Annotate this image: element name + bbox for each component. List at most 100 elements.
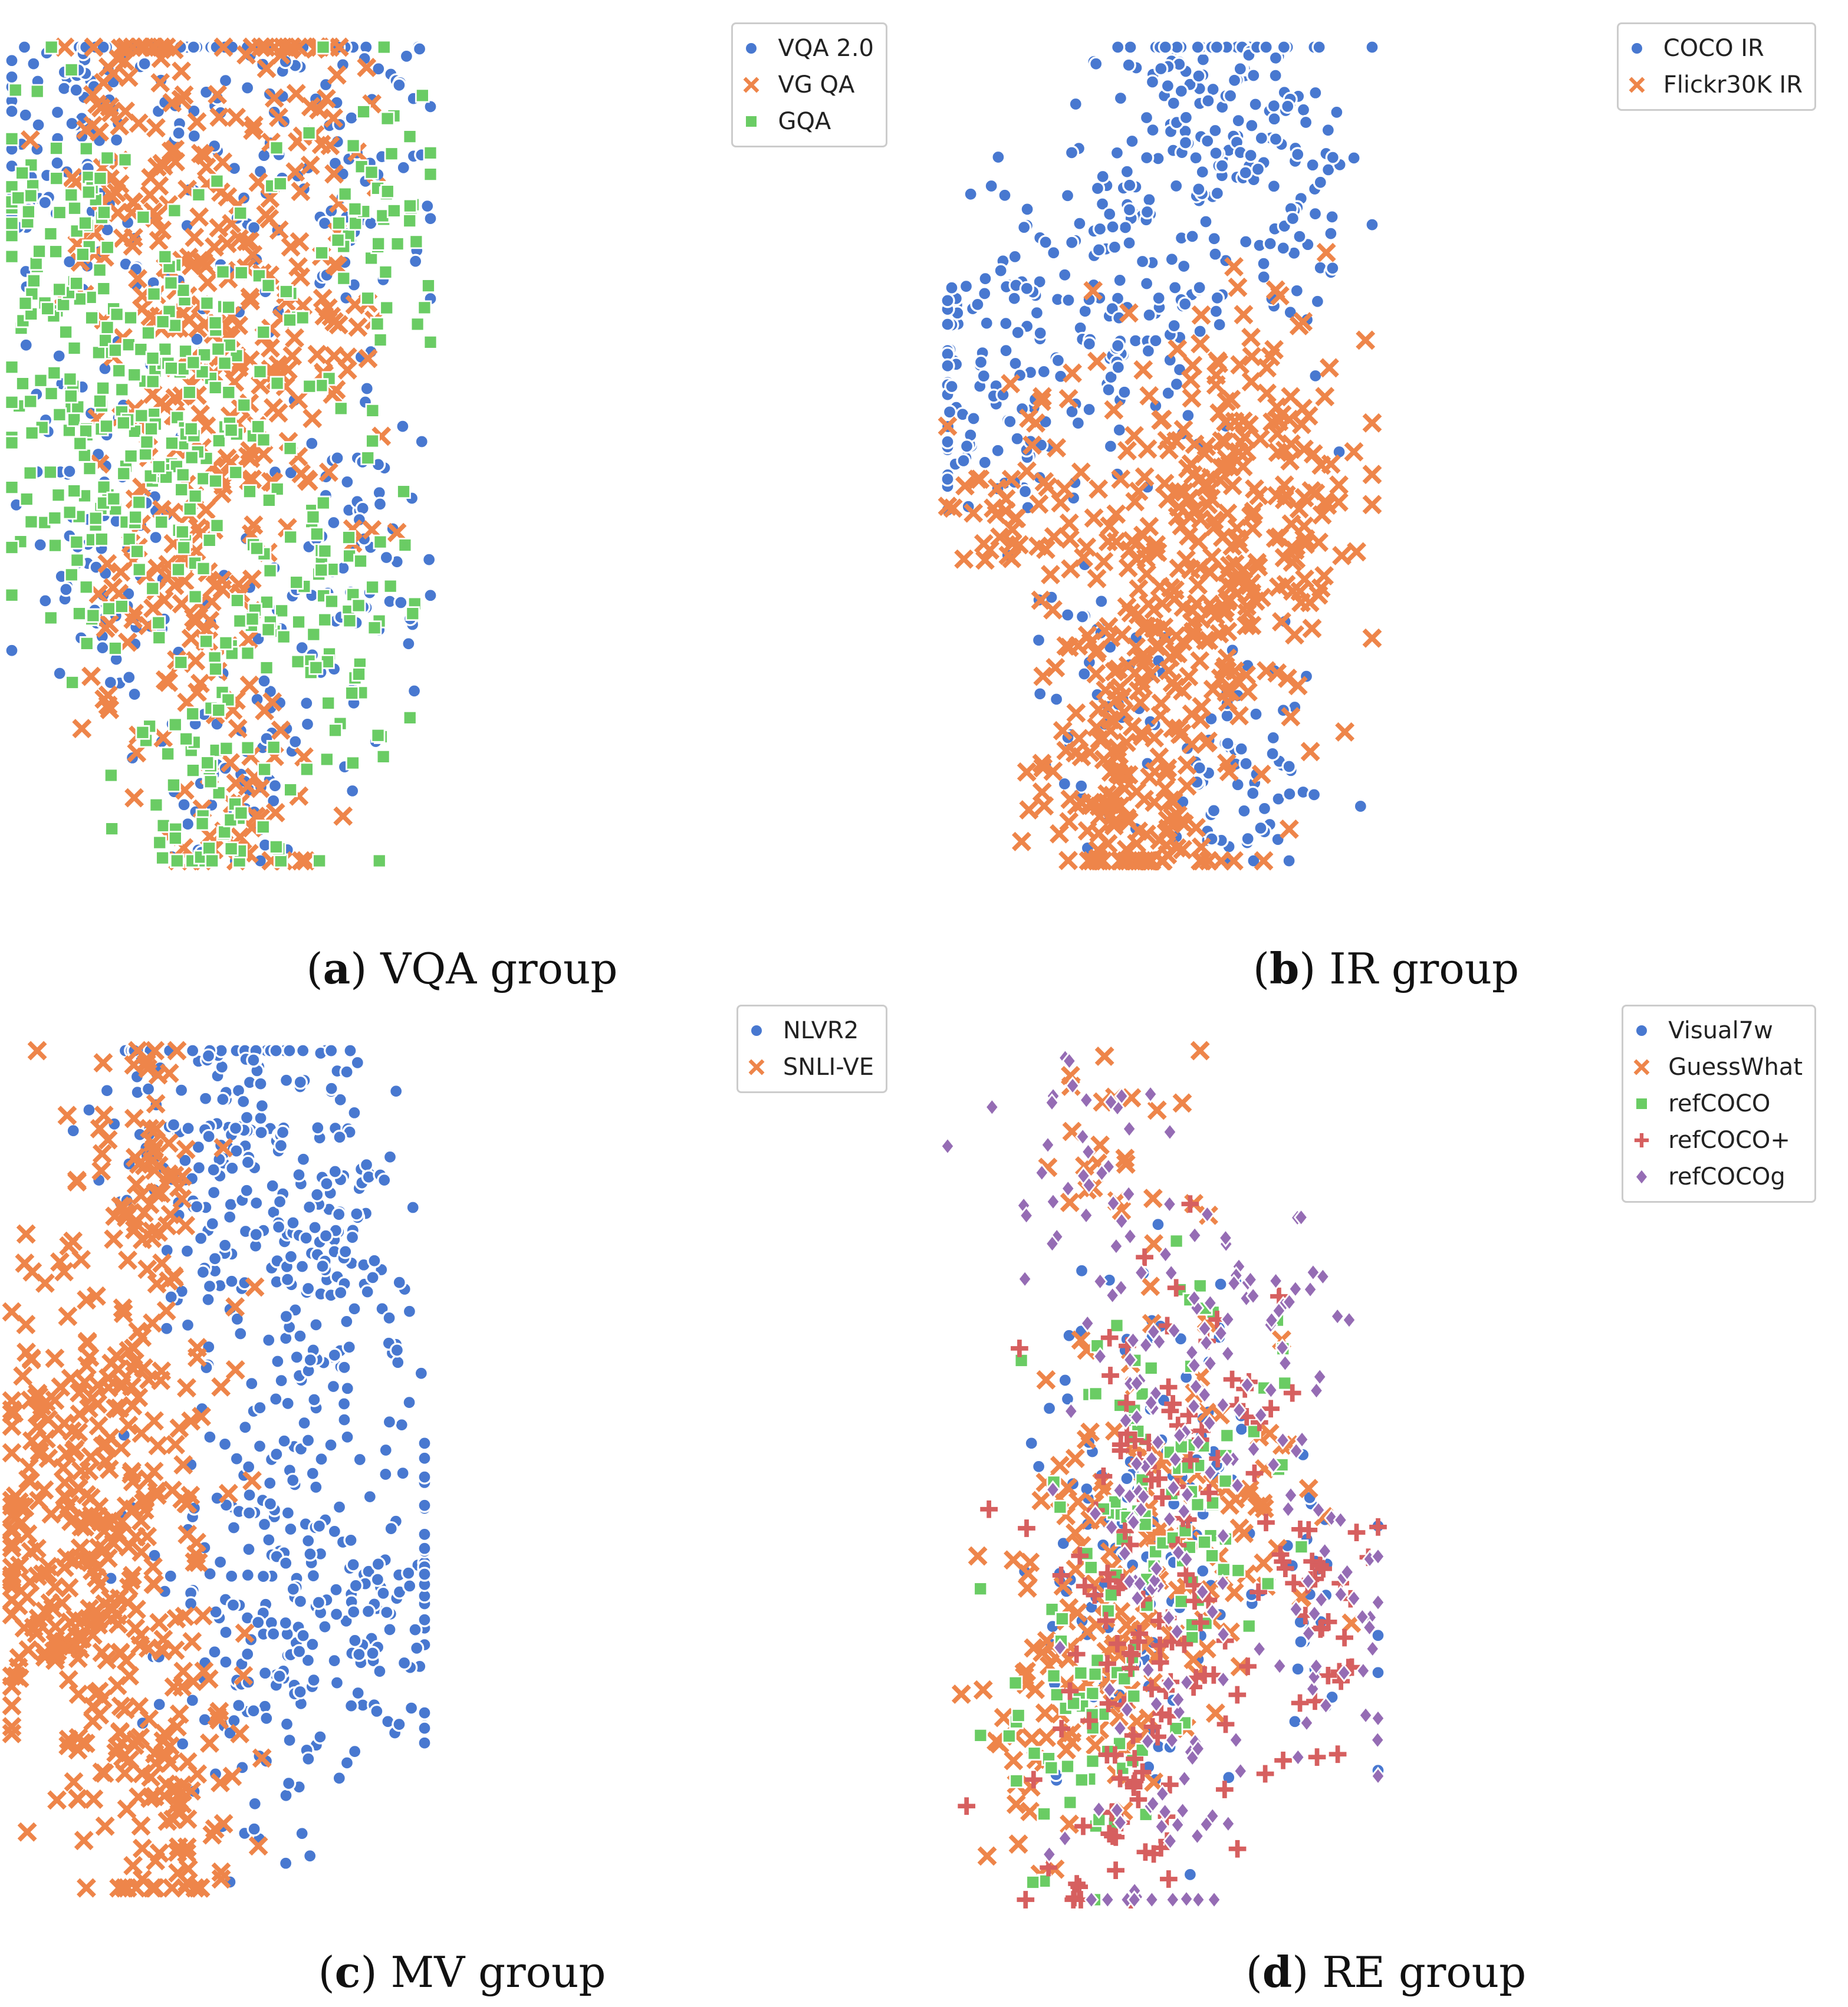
scatter-point xyxy=(1250,162,1266,177)
scatter-point xyxy=(1064,404,1080,419)
legend-item: refCOCOg xyxy=(1632,1159,1803,1195)
scatter-point xyxy=(59,1496,79,1516)
scatter-point xyxy=(17,40,32,55)
scatter-point xyxy=(40,301,55,316)
scatter-point xyxy=(1231,1400,1247,1420)
scatter-point xyxy=(1215,432,1235,452)
scatter-point xyxy=(17,1822,37,1842)
scatter-point xyxy=(58,1307,78,1327)
scatter-point xyxy=(1354,1607,1370,1627)
scatter-point xyxy=(196,561,211,576)
scatter-point xyxy=(282,312,297,328)
scatter-point xyxy=(1074,1817,1092,1835)
series-gqa xyxy=(4,40,438,868)
scatter-point xyxy=(98,1130,118,1150)
scatter-point xyxy=(1187,1669,1205,1687)
scatter-point xyxy=(124,1338,144,1358)
scatter-point xyxy=(277,1433,292,1449)
scatter-point xyxy=(152,1253,172,1273)
scatter-point xyxy=(96,618,116,638)
scatter-point xyxy=(1119,1470,1135,1486)
scatter-point xyxy=(101,1609,121,1629)
scatter-point xyxy=(4,587,19,603)
scatter-point xyxy=(1121,1536,1139,1554)
scatter-point xyxy=(163,1809,183,1830)
scatter-point xyxy=(1181,370,1201,390)
legend-item: VG QA xyxy=(741,67,874,103)
scatter-point xyxy=(365,403,380,418)
scatter-point xyxy=(333,1285,348,1301)
scatter-point xyxy=(302,1547,318,1562)
scatter-point xyxy=(1126,1890,1142,1909)
scatter-point xyxy=(376,749,391,764)
scatter-point xyxy=(295,310,310,325)
scatter-point xyxy=(1077,821,1097,841)
scatter-point xyxy=(1149,1695,1164,1714)
scatter-point xyxy=(189,207,209,227)
scatter-point xyxy=(21,204,36,219)
scatter-point xyxy=(155,670,175,690)
scatter-point xyxy=(1370,1628,1386,1643)
scatter-point xyxy=(358,348,378,369)
scatter-point xyxy=(1072,793,1092,813)
scatter-point xyxy=(399,48,415,64)
scatter-point xyxy=(1192,324,1208,339)
scatter-point xyxy=(253,1110,268,1126)
scatter-point xyxy=(1065,1076,1080,1095)
scatter-point xyxy=(146,1851,166,1871)
scatter-point xyxy=(212,1554,228,1570)
scatter-point xyxy=(292,1074,308,1090)
scatter-point xyxy=(1293,312,1313,332)
scatter-point xyxy=(177,1809,198,1829)
scatter-point xyxy=(1271,1301,1287,1321)
scatter-point xyxy=(1044,1234,1060,1253)
scatter-point xyxy=(1341,1310,1357,1330)
scatter-point xyxy=(43,610,58,626)
scatter-point xyxy=(171,562,186,577)
scatter-point xyxy=(350,1055,365,1071)
scatter-point xyxy=(1249,485,1269,505)
scatter-point xyxy=(1183,1650,1203,1670)
scatter-point xyxy=(1224,1582,1244,1603)
scatter-point xyxy=(268,403,288,423)
scatter-point xyxy=(415,88,430,103)
scatter-point xyxy=(117,1878,137,1898)
scatter-point xyxy=(1078,1206,1094,1225)
scatter-point xyxy=(1113,1278,1129,1298)
scatter-point xyxy=(1295,529,1316,549)
scatter-point xyxy=(1109,1801,1125,1820)
scatter-point xyxy=(1172,516,1192,536)
scatter-point xyxy=(1145,74,1160,90)
scatter-point xyxy=(993,263,1008,278)
scatter-point xyxy=(1063,1795,1078,1810)
scatter-point xyxy=(255,820,271,834)
scatter-point xyxy=(152,499,172,519)
scatter-point xyxy=(240,1567,255,1583)
scatter-point xyxy=(167,831,183,845)
scatter-point xyxy=(262,1475,278,1491)
scatter-point xyxy=(59,1236,79,1256)
scatter-point xyxy=(132,1870,152,1889)
scatter-point xyxy=(1037,1631,1057,1651)
scatter-point xyxy=(283,1249,299,1265)
scatter-point xyxy=(119,67,139,87)
scatter-point xyxy=(1222,88,1238,104)
scatter-point xyxy=(1164,252,1179,267)
scatter-point xyxy=(186,651,206,671)
scatter-point xyxy=(176,283,191,298)
scatter-point xyxy=(18,1524,38,1544)
scatter-point xyxy=(324,108,343,128)
scatter-point xyxy=(138,1469,158,1489)
scatter-point xyxy=(942,404,958,420)
scatter-point xyxy=(195,1265,211,1280)
scatter-point xyxy=(162,93,182,113)
scatter-point xyxy=(127,367,142,383)
scatter-point xyxy=(1040,1135,1055,1154)
scatter-point xyxy=(964,503,984,523)
scatter-point xyxy=(1211,851,1231,871)
scatter-point xyxy=(166,1117,182,1133)
scatter-point xyxy=(1172,1426,1188,1445)
scatter-point xyxy=(1137,439,1158,459)
scatter-point xyxy=(1144,1772,1164,1792)
scatter-point xyxy=(128,1321,148,1341)
